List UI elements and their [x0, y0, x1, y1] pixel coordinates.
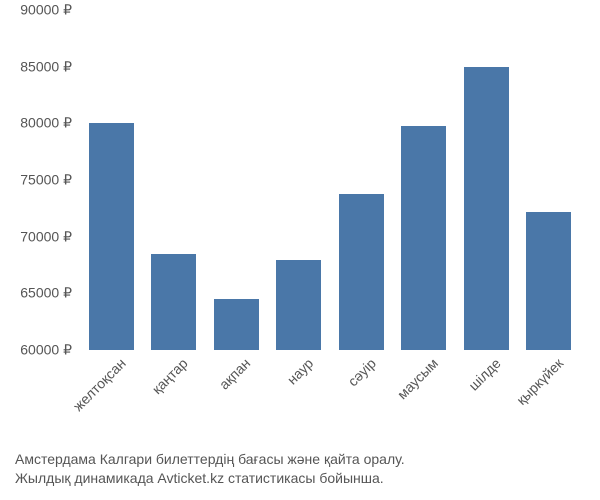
bar	[214, 299, 259, 350]
y-tick-label: 90000 ₽	[20, 2, 80, 19]
x-tick-label: шілде	[465, 355, 504, 394]
bar	[276, 260, 321, 350]
bar	[401, 126, 446, 350]
plot-area: 60000 ₽65000 ₽70000 ₽75000 ₽80000 ₽85000…	[80, 10, 580, 350]
y-tick-label: 75000 ₽	[20, 172, 80, 189]
caption-line-2: Жылдық динамикада Avticket.kz статистика…	[15, 469, 590, 488]
bar	[89, 123, 134, 350]
bar	[464, 67, 509, 350]
bar	[526, 212, 571, 350]
y-tick-label: 85000 ₽	[20, 58, 80, 75]
x-tick-label: сәуір	[344, 355, 378, 389]
x-tick-label: желтоқсан	[69, 355, 128, 414]
y-tick-label: 60000 ₽	[20, 342, 80, 359]
x-tick-label: ақпан	[216, 355, 253, 392]
x-tick-label: қаңтар	[149, 355, 191, 397]
bar	[339, 194, 384, 350]
x-tick-label: маусым	[394, 355, 441, 402]
x-tick-label: қыркүйек	[513, 355, 566, 408]
y-tick-label: 80000 ₽	[20, 115, 80, 132]
x-tick-label: наур	[284, 355, 317, 388]
y-tick-label: 65000 ₽	[20, 285, 80, 302]
chart-caption: Амстердама Калгари билеттердің бағасы жә…	[15, 450, 590, 488]
caption-line-1: Амстердама Калгари билеттердің бағасы жә…	[15, 450, 590, 469]
bar-chart: 60000 ₽ 65000 ₽ 70000 ₽ 75000 ₽ 80000 ₽ 85000…	[0, 0, 600, 500]
y-tick-label: 70000 ₽	[20, 228, 80, 245]
bar	[151, 254, 196, 350]
x-axis-labels: желтоқсанқаңтарақпаннаурсәуірмаусымшілде…	[80, 355, 580, 445]
